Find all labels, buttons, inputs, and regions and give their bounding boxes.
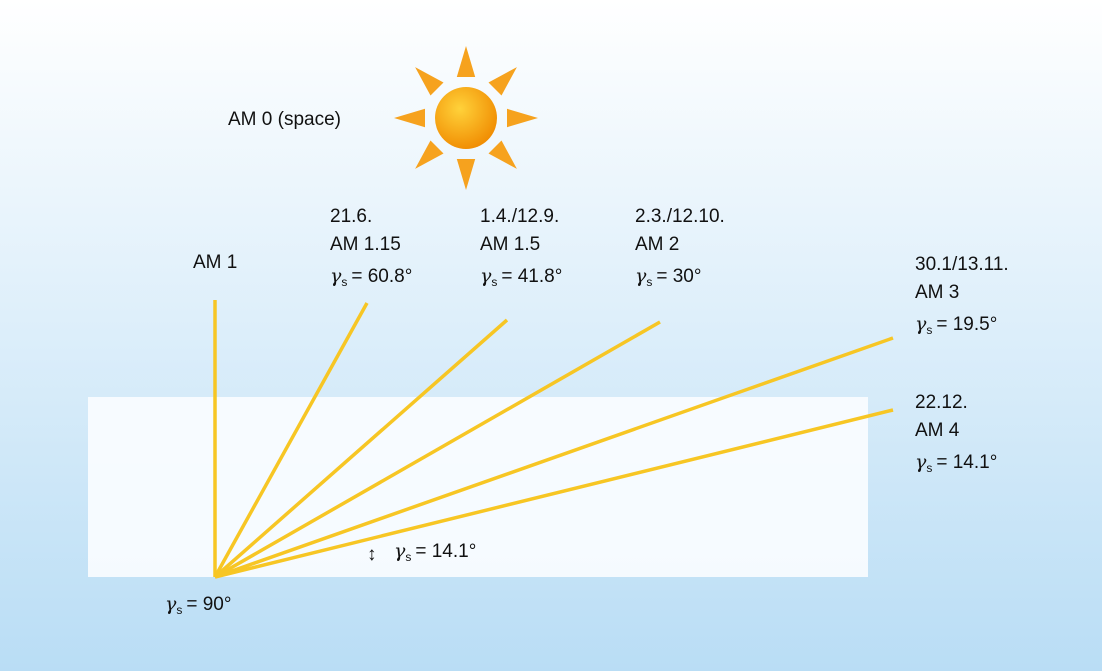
- subscript: s: [646, 275, 652, 289]
- arrow: ↕: [367, 544, 377, 565]
- symbol: γ: [635, 265, 647, 287]
- subscript: s: [176, 603, 182, 617]
- am-label: AM 1.5: [480, 234, 540, 255]
- angle-value: = 19.5°: [936, 314, 997, 335]
- sun-ray: [394, 108, 425, 128]
- subscript: s: [341, 275, 347, 289]
- subscript: s: [926, 461, 932, 475]
- am-label: AM 4: [915, 420, 960, 441]
- am-label: AM 1.15: [330, 234, 401, 255]
- rays: [213, 300, 894, 579]
- sun-ray: [415, 67, 444, 96]
- angle-value: = 14.1°: [936, 452, 997, 473]
- symbol: γ: [915, 451, 927, 473]
- subscript: s: [491, 275, 497, 289]
- symbol: γ: [480, 265, 492, 287]
- date-label: 1.4./12.9.: [480, 206, 559, 227]
- sun-disc: [435, 87, 497, 149]
- origin-angle: γs = 90°: [165, 593, 231, 617]
- date-label: 30.1/13.11.: [915, 254, 1009, 275]
- symbol: γ: [915, 313, 927, 335]
- sun-ray-line: [214, 320, 661, 579]
- sun-ray: [456, 46, 476, 77]
- angle-value: = 60.8°: [351, 266, 412, 287]
- am-label: AM 3: [915, 282, 959, 303]
- horizon-angle: γs = 14.1°: [394, 540, 476, 564]
- sun-ray-line: [213, 302, 369, 578]
- sun-ray-line: [213, 318, 509, 579]
- symbol: γ: [165, 593, 177, 615]
- atmosphere: [88, 397, 868, 577]
- date-label: 2.3./12.10.: [635, 206, 725, 227]
- date-label: 22.12.: [915, 392, 968, 413]
- symbol: γ: [394, 540, 406, 562]
- angle-label: γs = 41.8°: [480, 265, 562, 289]
- angle-label: γs = 14.1°: [915, 451, 997, 475]
- subscript: s: [405, 550, 411, 564]
- sun-ray: [507, 108, 538, 128]
- date-label: 21.6.: [330, 206, 372, 227]
- angle-label: γs = 19.5°: [915, 313, 997, 337]
- angle-label: γs = 30°: [635, 265, 701, 289]
- sun-ray: [415, 140, 444, 169]
- sun-ray-line: [214, 408, 894, 579]
- symbol: γ: [330, 265, 342, 287]
- am-label: AM 1: [193, 252, 237, 273]
- angle-value: = 30°: [656, 266, 701, 287]
- subscript: s: [926, 323, 932, 337]
- angle-value: = 41.8°: [501, 266, 562, 287]
- angle-value: = 90°: [186, 594, 231, 615]
- sun: [394, 46, 538, 190]
- sun-ray: [488, 67, 517, 96]
- sun-label: AM 0 (space): [228, 109, 341, 130]
- angle-label: γs = 60.8°: [330, 265, 412, 289]
- am-label: AM 2: [635, 234, 679, 255]
- sun-ray: [456, 159, 476, 190]
- sun-ray-line: [214, 336, 894, 579]
- sun-ray: [488, 140, 517, 169]
- angle-value: = 14.1°: [415, 541, 476, 562]
